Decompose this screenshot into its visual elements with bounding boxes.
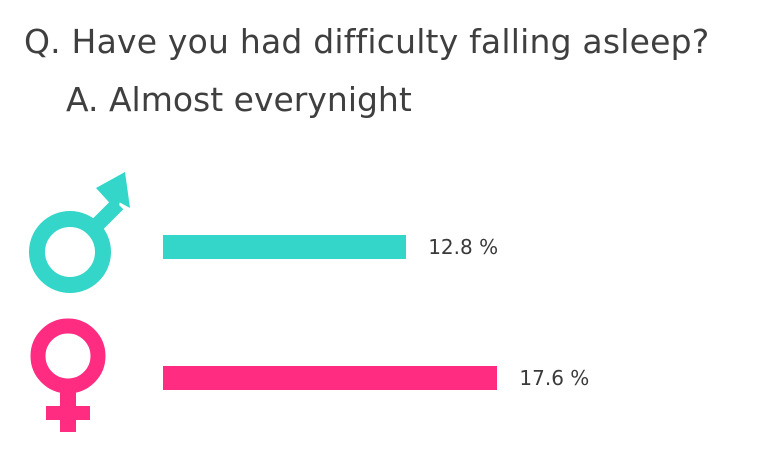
bar-male — [163, 235, 407, 259]
data-label-male: 12.8 % — [428, 235, 499, 259]
male-symbol-icon — [29, 172, 130, 293]
female-symbol-icon — [30, 318, 106, 432]
answer-subtitle: A. Almost everynight — [66, 80, 412, 119]
question-title: Q. Have you had difficulty falling aslee… — [24, 22, 710, 61]
data-label-female: 17.6 % — [519, 366, 590, 390]
bar-female — [163, 366, 498, 390]
